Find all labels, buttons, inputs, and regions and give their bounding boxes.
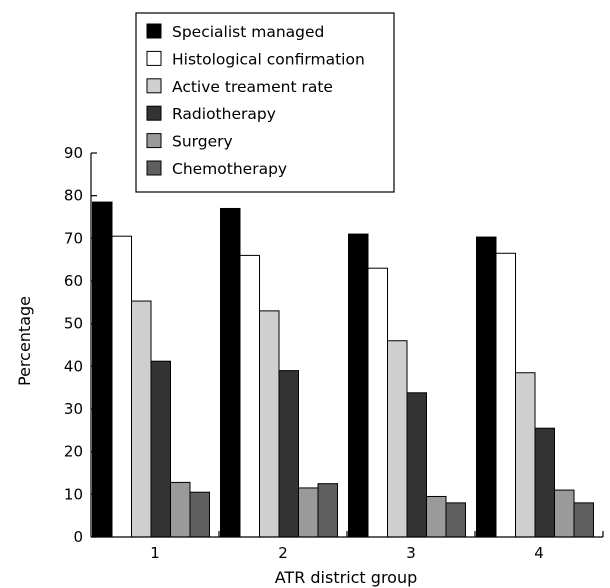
bar-active-treament-rate-group-4 — [515, 372, 536, 538]
bar-histological-confirmation-group-3 — [367, 267, 388, 538]
y-axis-title: Percentage — [15, 296, 34, 386]
bar-chemotherapy-group-3 — [445, 502, 466, 538]
y-tick-label: 60 — [64, 272, 83, 290]
x-tick-label: 2 — [278, 544, 288, 562]
bar-radiotherapy-group-1 — [150, 360, 171, 538]
x-axis-title: ATR district group — [275, 568, 418, 587]
bar-specialist-managed-group-4 — [476, 236, 497, 538]
axes-group: 0 10 20 30 40 50 60 70 80 90 1 2 3 4 — [64, 144, 604, 562]
y-tick-label: 80 — [64, 187, 83, 205]
bar-histological-confirmation-group-4 — [495, 252, 516, 538]
x-tick-label: 3 — [406, 544, 416, 562]
y-tick-label: 50 — [64, 315, 83, 333]
legend-label-histological-confirmation: Histological confirmation — [172, 50, 365, 68]
legend: Specialist managed Histological confirmat… — [135, 12, 395, 193]
y-tick-label: 0 — [73, 528, 83, 546]
legend-swatch-histological-confirmation — [146, 50, 162, 66]
legend-swatch-radiotherapy — [146, 105, 162, 121]
y-tick-label: 70 — [64, 229, 83, 247]
bar-active-treament-rate-group-3 — [387, 340, 408, 538]
bar-surgery-group-3 — [426, 495, 447, 538]
legend-label-radiotherapy: Radiotherapy — [172, 105, 276, 123]
legend-label-active-treament-rate: Active treament rate — [172, 78, 333, 96]
bars-group — [92, 201, 594, 538]
bar-radiotherapy-group-3 — [406, 392, 427, 538]
bar-surgery-group-4 — [554, 489, 575, 538]
x-tick-label: 4 — [534, 544, 544, 562]
bar-surgery-group-2 — [298, 487, 319, 538]
bar-specialist-managed-group-3 — [348, 233, 369, 538]
legend-label-chemotherapy: Chemotherapy — [172, 160, 287, 178]
bar-surgery-group-1 — [170, 481, 191, 538]
legend-swatch-active-treament-rate — [146, 78, 162, 94]
y-tick-label: 30 — [64, 400, 83, 418]
legend-swatch-specialist-managed — [146, 23, 162, 39]
bar-chemotherapy-group-1 — [189, 491, 210, 538]
x-tick-label: 1 — [150, 544, 160, 562]
legend-box — [135, 12, 395, 193]
y-tick-label: 90 — [64, 144, 83, 162]
y-tick-label: 40 — [64, 357, 83, 375]
y-tick-label: 10 — [64, 485, 83, 503]
legend-label-specialist-managed: Specialist managed — [172, 23, 324, 41]
bar-radiotherapy-group-4 — [534, 427, 555, 538]
legend-swatch-chemotherapy — [146, 160, 162, 176]
legend-swatch-surgery — [146, 133, 162, 149]
bar-active-treament-rate-group-1 — [131, 300, 152, 538]
bar-histological-confirmation-group-2 — [239, 254, 260, 538]
y-tick-label: 20 — [64, 443, 83, 461]
bar-histological-confirmation-group-1 — [111, 235, 132, 538]
bar-chemotherapy-group-2 — [317, 483, 338, 538]
bar-specialist-managed-group-2 — [220, 207, 241, 538]
bar-chemotherapy-group-4 — [573, 502, 594, 538]
bar-radiotherapy-group-2 — [278, 370, 299, 538]
bar-specialist-managed-group-1 — [92, 201, 113, 538]
legend-label-surgery: Surgery — [172, 133, 233, 151]
bar-active-treament-rate-group-2 — [259, 310, 280, 538]
